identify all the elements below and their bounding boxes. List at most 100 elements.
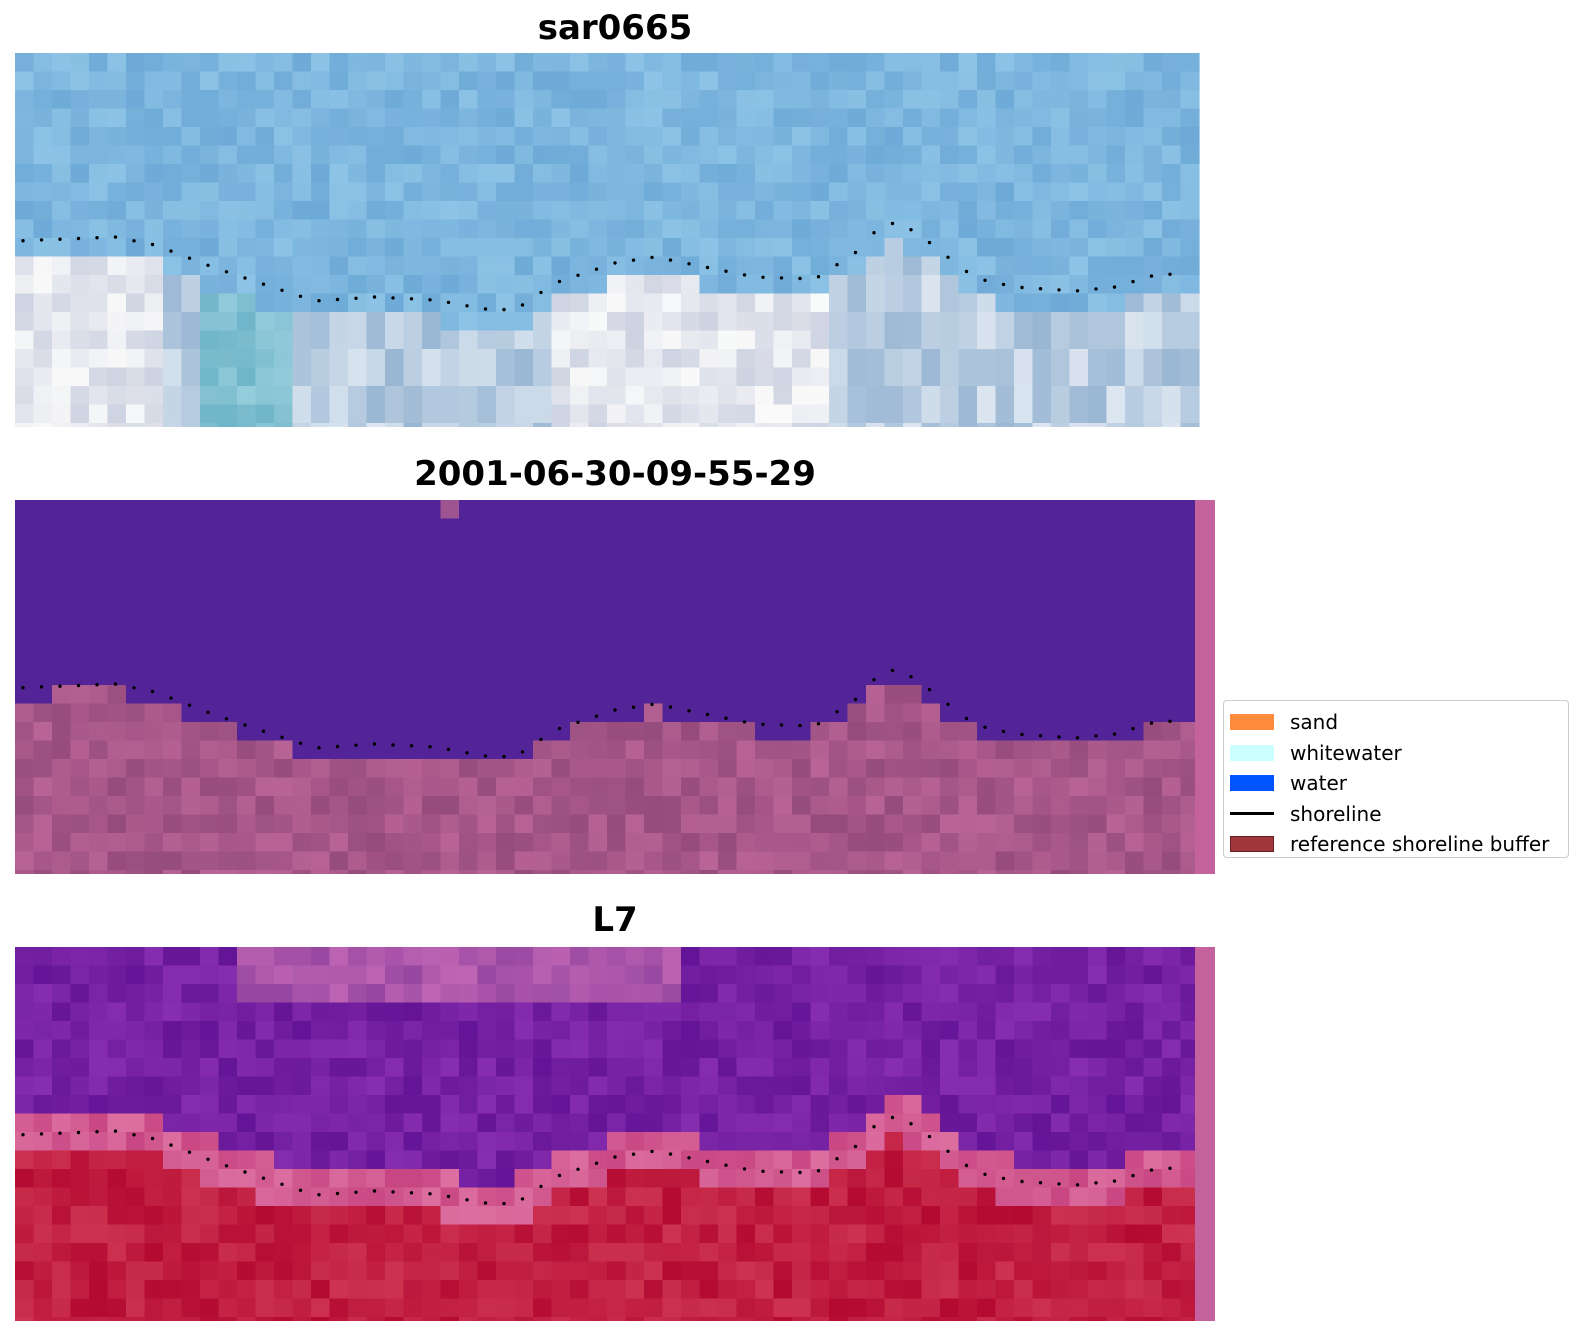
raster-cell — [1162, 1150, 1182, 1170]
raster-cell — [1106, 518, 1126, 538]
raster-cell — [200, 1058, 220, 1078]
raster-cell — [255, 759, 275, 779]
raster-cell — [200, 1113, 220, 1133]
raster-cell — [181, 592, 201, 612]
raster-cell — [903, 367, 923, 387]
raster-cell — [718, 833, 738, 853]
edge-strip — [1195, 500, 1215, 874]
raster-cell — [477, 947, 497, 967]
raster-cell — [15, 685, 35, 705]
raster-cell — [366, 367, 386, 387]
raster-cell — [274, 1113, 294, 1133]
raster-cell — [33, 367, 53, 387]
raster-cell — [1125, 518, 1145, 538]
raster-cell — [89, 164, 109, 184]
shoreline-dot — [354, 1190, 358, 1194]
shoreline-dot — [1001, 282, 1006, 287]
raster-cell — [163, 423, 183, 427]
raster-cell — [126, 703, 146, 723]
raster-cell — [681, 648, 701, 668]
raster-cell — [607, 611, 627, 631]
raster-cell — [921, 1076, 941, 1096]
raster-cell — [1162, 796, 1182, 816]
raster-cell — [903, 404, 923, 424]
raster-cell — [89, 1058, 109, 1078]
raster-cell — [607, 759, 627, 779]
raster-cell — [144, 1132, 164, 1152]
raster-cell — [977, 537, 997, 557]
raster-cell — [181, 777, 201, 797]
raster-cell — [311, 423, 331, 427]
raster-cell — [52, 1298, 72, 1318]
raster-cell — [126, 330, 146, 350]
raster-cell — [847, 1261, 867, 1281]
raster-cell — [625, 1317, 645, 1321]
raster-cell — [533, 518, 553, 538]
raster-cell — [329, 833, 349, 853]
raster-cell — [736, 1039, 756, 1059]
raster-cell — [422, 1317, 442, 1321]
raster-cell — [995, 1261, 1015, 1281]
raster-cell — [1162, 53, 1182, 73]
raster-cell — [792, 1261, 812, 1281]
raster-cell — [422, 722, 442, 742]
raster-cell — [570, 1169, 590, 1189]
raster-cell — [366, 1039, 386, 1059]
raster-cell — [163, 145, 183, 165]
raster-cell — [533, 1261, 553, 1281]
raster-cell — [718, 275, 738, 295]
shoreline-dot — [724, 1163, 728, 1167]
raster-cell — [52, 518, 72, 538]
raster-cell — [921, 90, 941, 110]
raster-cell — [588, 349, 608, 369]
raster-cell — [218, 367, 238, 387]
raster-cell — [403, 611, 423, 631]
raster-cell — [792, 629, 812, 649]
raster-cell — [533, 870, 553, 874]
raster-cell — [1143, 965, 1163, 985]
raster-cell — [237, 666, 257, 686]
raster-cell — [126, 238, 146, 258]
raster-cell — [977, 1113, 997, 1133]
raster-cell — [348, 851, 368, 871]
raster-cell — [366, 127, 386, 147]
raster-cell — [33, 965, 53, 985]
raster-cell — [773, 386, 793, 406]
raster-cell — [755, 1113, 775, 1133]
raster-cell — [385, 947, 405, 967]
raster-cell — [810, 1058, 830, 1078]
raster-cell — [792, 1206, 812, 1226]
raster-cell — [1088, 1002, 1108, 1022]
raster-cell — [459, 108, 479, 128]
raster-cell — [107, 1261, 127, 1281]
raster-cell — [200, 666, 220, 686]
raster-cell — [625, 330, 645, 350]
raster-cell — [588, 851, 608, 871]
raster-cell — [607, 796, 627, 816]
raster-cell — [477, 703, 497, 723]
raster-cell — [52, 1224, 72, 1244]
raster-cell — [403, 275, 423, 295]
raster-cell — [514, 53, 534, 73]
raster-cell — [1125, 201, 1145, 221]
raster-cell — [218, 275, 238, 295]
raster-cell — [1180, 1132, 1200, 1152]
raster-cell — [1032, 238, 1052, 258]
raster-cell — [1088, 777, 1108, 797]
raster-cell — [810, 965, 830, 985]
raster-cell — [70, 386, 90, 406]
raster-cell — [144, 1206, 164, 1226]
raster-cell — [1069, 1058, 1089, 1078]
raster-cell — [884, 127, 904, 147]
raster-cell — [237, 1095, 257, 1115]
raster-cell — [1125, 796, 1145, 816]
raster-cell — [292, 722, 312, 742]
raster-cell — [107, 1243, 127, 1263]
raster-cell — [1069, 1076, 1089, 1096]
raster-cell — [1014, 1039, 1034, 1059]
raster-cell — [218, 53, 238, 73]
raster-cell — [218, 201, 238, 221]
raster-cell — [366, 1169, 386, 1189]
raster-cell — [533, 574, 553, 594]
raster-cell — [107, 1076, 127, 1096]
